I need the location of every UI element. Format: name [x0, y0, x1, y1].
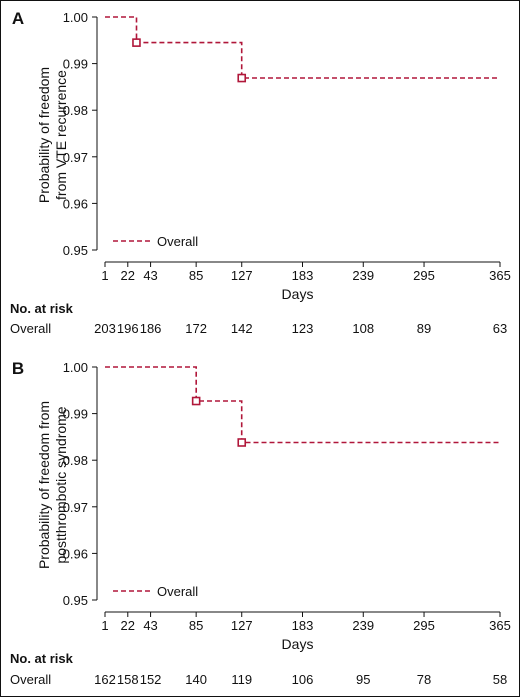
risk-value: 78	[417, 672, 431, 687]
y-tick-label: 0.97	[63, 500, 88, 515]
risk-value: 123	[292, 321, 314, 336]
censor-marker	[237, 73, 247, 83]
x-tick-label: 22	[121, 268, 135, 283]
y-tick-label: 0.98	[63, 453, 88, 468]
risk-value: 203	[94, 321, 116, 336]
risk-value: 108	[352, 321, 374, 336]
risk-value: 186	[140, 321, 162, 336]
x-tick-label: 295	[413, 268, 435, 283]
legend-label: Overall	[157, 584, 198, 599]
y-tick-label: 0.96	[63, 546, 88, 561]
x-tick-label: 1	[101, 268, 108, 283]
risk-value: 172	[185, 321, 207, 336]
x-tick-label: 85	[189, 268, 203, 283]
x-axis-label: Days	[282, 286, 314, 302]
x-tick-label: 365	[489, 268, 511, 283]
risk-value: 152	[140, 672, 162, 687]
y-axis-label: Probability of freedom frompostthromboti…	[36, 401, 69, 569]
y-axis-label-line: postthrombotic syndrome	[53, 406, 69, 563]
y-axis-label-line: Probability of freedom from	[36, 401, 52, 569]
y-axis-label-line: Probability of freedom	[36, 67, 52, 203]
panel-a: A 1.00 0.99 0.98 0.97 0.96 0.95 1 22 43 85 127 183 23…	[10, 9, 511, 336]
censor-marker	[132, 38, 141, 47]
x-tick-label: 183	[292, 618, 314, 633]
risk-table-title: No. at risk	[10, 651, 74, 666]
y-tick-label: 0.95	[63, 593, 88, 608]
risk-value: 140	[185, 672, 207, 687]
y-tick-label: 0.95	[63, 243, 88, 258]
survival-curve-overall	[105, 16, 500, 79]
risk-value: 196	[117, 321, 139, 336]
x-axis-label: Days	[282, 636, 314, 652]
x-tick-label: 239	[352, 618, 374, 633]
y-tick-label: 1.00	[63, 360, 88, 375]
risk-table-title: No. at risk	[10, 301, 74, 316]
risk-value: 119	[231, 672, 252, 687]
x-tick-label: 127	[231, 618, 253, 633]
x-tick-label: 22	[121, 618, 135, 633]
y-axis-label-line: from VTE recurrence	[53, 70, 69, 200]
x-tick-label: 43	[143, 268, 157, 283]
x-tick-label: 365	[489, 618, 511, 633]
x-tick-label: 127	[231, 268, 253, 283]
y-tick-label: 0.96	[63, 196, 88, 211]
y-tick-label: 0.99	[63, 407, 88, 422]
survival-curve-overall	[105, 366, 500, 444]
panel-b: B 1.00 0.99 0.98 0.97 0.96 0.95 1 22 43 85 127 183 23…	[10, 359, 511, 687]
censor-marker	[237, 438, 247, 447]
x-tick-label: 43	[143, 618, 157, 633]
y-tick-label: 0.98	[63, 103, 88, 118]
y-tick-label: 0.97	[63, 150, 88, 165]
risk-value: 95	[356, 672, 370, 687]
x-tick-label: 295	[413, 618, 435, 633]
risk-value: 89	[417, 321, 431, 336]
y-tick-label: 0.99	[63, 57, 88, 72]
panel-label: A	[12, 9, 24, 28]
risk-row-label: Overall	[10, 672, 51, 687]
x-tick-label: 85	[189, 618, 203, 633]
y-tick-label: 1.00	[63, 10, 88, 25]
risk-value: 58	[493, 672, 507, 687]
risk-value: 162	[94, 672, 116, 687]
risk-value: 142	[231, 321, 253, 336]
x-tick-label: 1	[101, 618, 108, 633]
legend-label: Overall	[157, 234, 198, 249]
risk-row-label: Overall	[10, 321, 51, 336]
risk-value: 106	[292, 672, 314, 687]
x-tick-label: 239	[352, 268, 374, 283]
censor-marker	[191, 396, 201, 406]
y-axis-label: Probability of freedomfrom VTE recurrenc…	[36, 67, 69, 203]
x-tick-label: 183	[292, 268, 314, 283]
risk-value: 158	[117, 672, 139, 687]
risk-value: 63	[493, 321, 507, 336]
panel-label: B	[12, 359, 24, 378]
